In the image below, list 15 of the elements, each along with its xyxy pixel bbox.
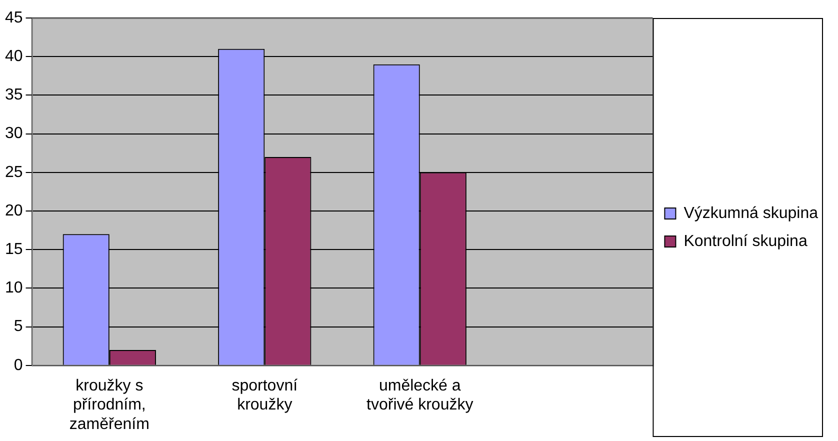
y-tick-label: 10 bbox=[5, 280, 23, 297]
y-tick-label: 30 bbox=[5, 125, 23, 142]
y-tick-label: 15 bbox=[5, 241, 23, 258]
y-tick-label: 0 bbox=[14, 356, 23, 374]
legend-label: Výzkumná skupina bbox=[684, 204, 818, 222]
x-tick-label: umělecké a tvořivé kroužky bbox=[366, 377, 474, 414]
y-tick-label: 5 bbox=[14, 318, 23, 336]
y-tick-label: 20 bbox=[5, 202, 23, 220]
x-tick-label: kroužky s přírodním, zaměřením bbox=[69, 377, 150, 433]
x-tick-label: sportovní kroužky bbox=[232, 377, 298, 414]
y-tick-label: 25 bbox=[5, 164, 23, 181]
y-tick-label: 35 bbox=[5, 86, 23, 104]
y-tick-label: 40 bbox=[5, 48, 23, 66]
legend-label: Kontrolní skupina bbox=[684, 232, 808, 250]
y-tick-label: 45 bbox=[5, 9, 23, 26]
